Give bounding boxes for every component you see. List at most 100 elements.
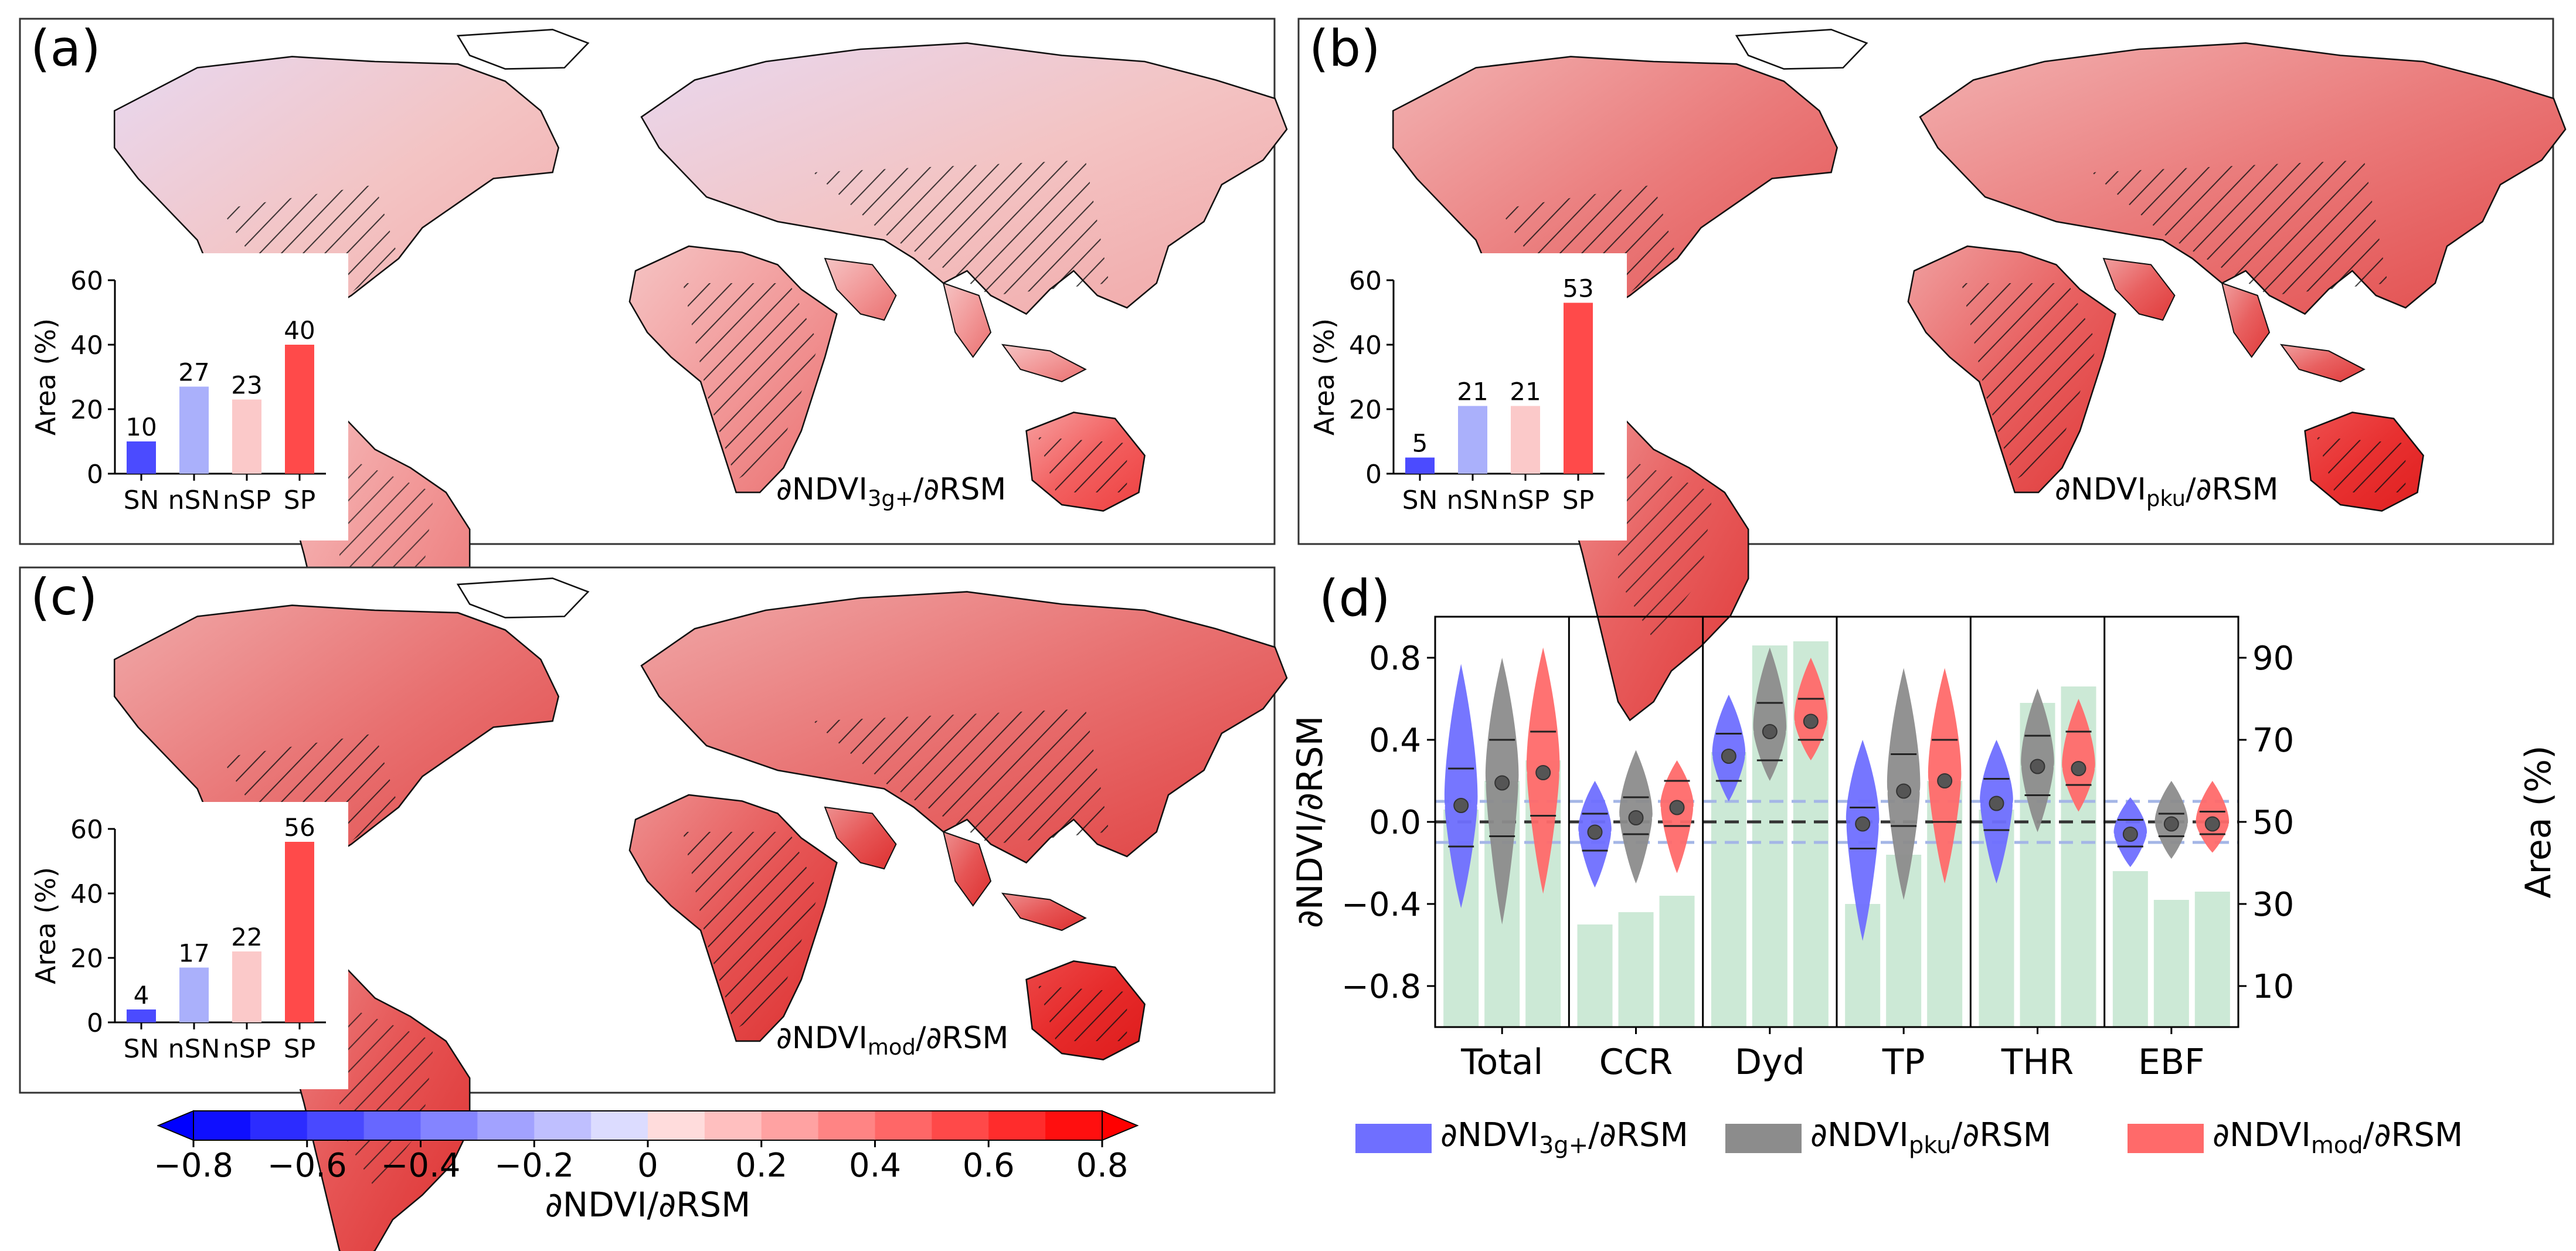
colorbar-segment — [363, 1111, 421, 1140]
colorbar-segment — [761, 1111, 819, 1140]
inset-bar-value-nsp-b: 21 — [1510, 378, 1541, 406]
violin-dyd-1 — [1753, 647, 1787, 781]
right-ytick-label: 10 — [2252, 968, 2294, 1006]
right-ytick-label: 30 — [2252, 886, 2294, 924]
area-bar-ccr-0 — [1577, 924, 1613, 1027]
colorbar-segment — [648, 1111, 705, 1140]
violin-mean-ccr-2 — [1669, 800, 1685, 815]
panel-b: (b) ∂NDVIpku/∂RSM 0 20 40 60 Area (%) 5 SN 21 nSN 2… — [1297, 18, 2567, 722]
inset-bar-value-nsp-c: 22 — [231, 923, 262, 951]
left-ytick-label: −0.8 — [1341, 968, 1421, 1006]
category-label-ebf: EBF — [2138, 1042, 2205, 1083]
legend-swatch-2 — [2128, 1124, 2204, 1153]
panel-c-product-label-tail: /∂RSM — [916, 1021, 1008, 1056]
violin-mean-ebf-1 — [2163, 816, 2179, 832]
inset-chart-c: 0 20 40 60 Area (%) 4 SN 17 nSN 22 nSP 56 SP — [26, 802, 348, 1089]
inset-bar-value-sp-a: 40 — [284, 316, 315, 345]
inset-bar-value-nsn-c: 17 — [178, 939, 209, 968]
inset-ytick-label-c: 20 — [70, 944, 103, 974]
colorbar-segment — [477, 1111, 535, 1140]
violin-ccr-2 — [1660, 760, 1694, 873]
colorbar-segment — [932, 1111, 989, 1140]
inset-xtick-label-nsn-b: nSN — [1447, 485, 1499, 515]
legend-label-0-base: ∂NDVI — [1440, 1116, 1539, 1154]
panel-d: (d)−0.8−0.40.00.40.81030507090∂NDVI/∂RSM… — [1290, 569, 2559, 1159]
violin-mean-ccr-1 — [1628, 810, 1644, 825]
inset-bar-value-nsn-a: 27 — [178, 358, 209, 387]
inset-ytick-label-b: 60 — [1349, 266, 1382, 296]
colorbar-tick-label: −0.2 — [494, 1147, 574, 1185]
colorbar: −0.8 −0.6 −0.4 −0.2 0 0.2 0.4 0.6 0.8 ∂NDVI/∂RSM — [154, 1110, 1139, 1225]
colorbar-tick-label: −0.8 — [154, 1147, 233, 1185]
colorbar-label: ∂NDVI/∂RSM — [545, 1185, 751, 1225]
category-label-thr: THR — [2001, 1042, 2074, 1083]
legend-swatch-1 — [1725, 1124, 1802, 1153]
panel-b-product-label-tail: /∂RSM — [2186, 472, 2278, 507]
violin-mean-total-1 — [1494, 775, 1510, 791]
inset-bar-sn-b — [1405, 457, 1435, 474]
violin-mean-dyd-0 — [1721, 749, 1736, 764]
legend-label-0-sub: 3g+ — [1539, 1132, 1588, 1159]
panel-c-product-label-base: ∂NDVI — [776, 1021, 868, 1056]
inset-xtick-label-nsn-a: nSN — [168, 485, 220, 515]
panel-b-label: (b) — [1309, 19, 1381, 78]
panel-d-ylabel-left: ∂NDVI/∂RSM — [1290, 716, 1331, 929]
colorbar-segment — [420, 1111, 478, 1140]
panel-c-product-label: ∂NDVImod/∂RSM — [776, 1021, 1008, 1060]
violin-mean-dyd-2 — [1803, 713, 1819, 729]
inset-bar-nsp-a — [232, 399, 261, 474]
category-label-ccr: CCR — [1599, 1042, 1673, 1083]
colorbar-tick-label: 0.8 — [1076, 1147, 1128, 1185]
violin-dyd-2 — [1794, 658, 1828, 760]
colorbar-segment — [307, 1111, 365, 1140]
inset-bar-value-sn-a: 10 — [125, 413, 157, 441]
legend-label-0-tail: /∂RSM — [1588, 1116, 1688, 1154]
panel-a-product-label-tail: /∂RSM — [913, 472, 1006, 507]
panel-d-label: (d) — [1319, 569, 1391, 628]
violin-mean-thr-2 — [2071, 761, 2086, 776]
panel-b-product-label-base: ∂NDVI — [2055, 472, 2146, 507]
left-ytick-label: 0.4 — [1369, 722, 1421, 760]
inset-bar-nsn-c — [179, 967, 209, 1022]
panel-a-product-label-sub: 3g+ — [868, 486, 913, 511]
inset-chart-b: 0 20 40 60 Area (%) 5 SN 21 nSN 21 nSP 53 SP — [1304, 253, 1627, 540]
world-map-b — [1392, 29, 2567, 722]
inset-xtick-label-nsp-a: nSP — [223, 485, 271, 515]
violin-thr-2 — [2062, 699, 2095, 812]
legend-label-2: ∂NDVImod/∂RSM — [2213, 1116, 2463, 1159]
inset-xtick-label-sn-c: SN — [124, 1034, 159, 1064]
right-ytick-label: 70 — [2252, 722, 2294, 760]
area-bar-ebf-1 — [2153, 900, 2189, 1027]
inset-bar-sn-c — [127, 1009, 156, 1022]
left-ytick-label: −0.4 — [1341, 886, 1421, 924]
colorbar-segment — [534, 1111, 592, 1140]
inset-ytick-label-a: 20 — [70, 395, 103, 425]
colorbar-tick-label: 0.6 — [963, 1147, 1015, 1185]
violin-mean-ebf-2 — [2204, 816, 2220, 832]
inset-ytick-label-c: 60 — [70, 815, 103, 845]
inset-ytick-label-a: 0 — [87, 460, 103, 489]
colorbar-segment — [818, 1111, 875, 1140]
colorbar-tick-label: −0.6 — [267, 1147, 347, 1185]
colorbar-tick-label: 0.4 — [849, 1147, 901, 1185]
legend-label-2-sub: mod — [2311, 1132, 2363, 1159]
inset-ytick-label-c: 40 — [70, 879, 103, 909]
colorbar-tick-label: −0.4 — [381, 1147, 461, 1185]
inset-bar-value-sn-c: 4 — [134, 981, 149, 1009]
colorbar-min-extend — [157, 1110, 194, 1141]
legend-label-0: ∂NDVI3g+/∂RSM — [1440, 1116, 1688, 1159]
inset-bar-value-nsn-b: 21 — [1457, 378, 1488, 406]
left-ytick-label: 0.0 — [1369, 804, 1421, 842]
area-bar-ccr-2 — [1659, 896, 1695, 1027]
violin-mean-total-0 — [1453, 798, 1469, 813]
inset-ytick-label-b: 40 — [1349, 331, 1382, 361]
colorbar-segment — [988, 1111, 1046, 1140]
inset-ytick-label-a: 40 — [70, 331, 103, 361]
colorbar-segment — [250, 1111, 308, 1140]
inset-bar-sp-b — [1564, 302, 1593, 474]
legend-swatch-0 — [1355, 1124, 1432, 1153]
inset-bar-sp-c — [285, 842, 314, 1022]
inset-xtick-label-sp-a: SP — [284, 485, 315, 515]
inset-ylabel-b: Area (%) — [1309, 318, 1340, 436]
inset-ytick-label-b: 0 — [1365, 460, 1382, 489]
